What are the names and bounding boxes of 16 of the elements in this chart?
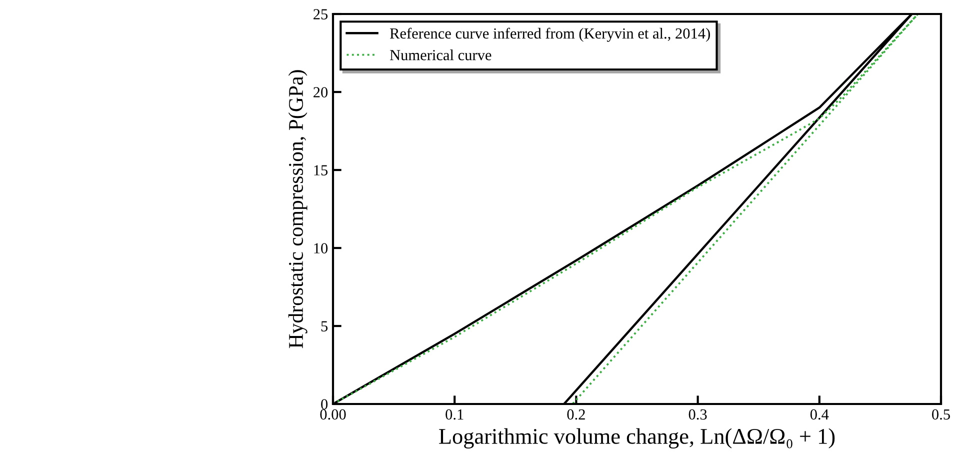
y-tick-label: 15 [314,165,328,176]
y-tick-label: 0 [321,399,328,410]
x-axis-title: Logarithmic volume change, Ln(ΔΩ/Ω₀ + 1) [439,428,835,448]
x-tick-label: 0.2 [567,409,585,420]
x-tick-label: 0.00 [320,409,346,420]
y-tick-label: 25 [314,9,328,20]
y-tick-label: 20 [314,87,328,98]
x-tick-label: 0.4 [810,409,829,420]
y-tick-label: 10 [314,243,328,254]
x-tick-label: 0.5 [932,409,950,420]
x-tick-label: 0.1 [446,409,464,420]
x-tick-label: 0.3 [688,409,707,420]
y-axis-title: Hydrostatic compression, P(GPa) [288,70,308,348]
legend-label: Numerical curve [390,50,492,60]
legend-label: Reference curve inferred from (Keryvin et al., 2014) [390,28,710,42]
y-tick-label: 5 [321,321,328,332]
